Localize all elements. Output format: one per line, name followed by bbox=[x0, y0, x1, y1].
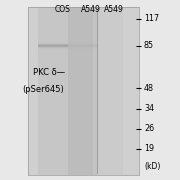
Bar bbox=[28, 7, 139, 175]
Bar bbox=[38, 43, 68, 44]
Text: 85: 85 bbox=[144, 41, 154, 50]
Bar bbox=[38, 45, 68, 46]
Bar bbox=[38, 44, 68, 45]
Text: 19: 19 bbox=[144, 144, 154, 153]
Bar bbox=[68, 47, 98, 48]
Bar bbox=[68, 48, 98, 49]
Bar bbox=[68, 50, 98, 51]
Text: 34: 34 bbox=[144, 104, 154, 113]
Bar bbox=[68, 44, 98, 45]
Bar bbox=[68, 42, 98, 43]
Bar bbox=[93, 7, 123, 175]
Bar bbox=[38, 46, 68, 47]
Bar bbox=[68, 49, 98, 50]
Bar bbox=[68, 41, 98, 42]
Bar bbox=[68, 45, 98, 46]
Text: 117: 117 bbox=[144, 14, 159, 23]
Bar bbox=[38, 47, 68, 48]
Bar bbox=[68, 43, 98, 44]
Bar bbox=[38, 41, 68, 42]
Text: 26: 26 bbox=[144, 124, 154, 133]
Text: PKC δ—: PKC δ— bbox=[33, 68, 65, 77]
Text: 48: 48 bbox=[144, 84, 154, 93]
Text: A549: A549 bbox=[81, 4, 101, 14]
Text: A549: A549 bbox=[103, 4, 123, 14]
Text: (pSer645): (pSer645) bbox=[22, 85, 64, 94]
Text: (kD): (kD) bbox=[144, 162, 160, 171]
Bar bbox=[38, 7, 68, 175]
Bar bbox=[38, 42, 68, 43]
Bar bbox=[68, 46, 98, 47]
Text: COS: COS bbox=[54, 4, 70, 14]
Bar bbox=[38, 50, 68, 51]
Bar bbox=[38, 49, 68, 50]
Bar bbox=[68, 7, 98, 175]
Bar bbox=[38, 48, 68, 49]
